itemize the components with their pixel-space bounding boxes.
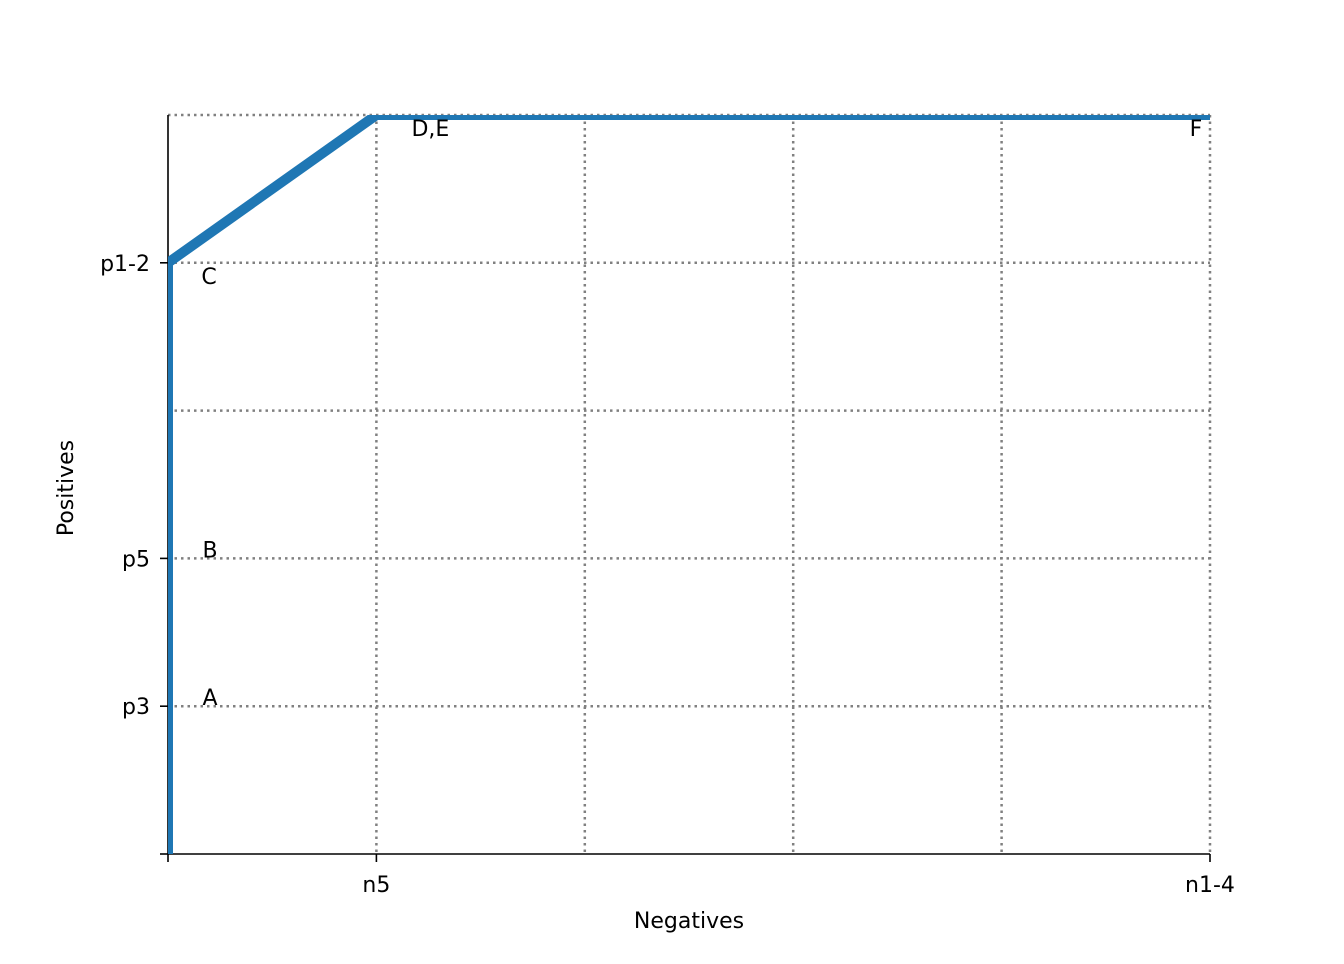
point bbox=[1205, 115, 1210, 120]
y-tick-label: p1-2 bbox=[100, 252, 150, 277]
point bbox=[168, 257, 173, 268]
point-label: A bbox=[202, 686, 217, 711]
point-label: D,E bbox=[411, 117, 449, 142]
y-tick-label: p5 bbox=[122, 547, 150, 572]
point-label: C bbox=[201, 265, 216, 290]
x-tick-label: n1-4 bbox=[1185, 873, 1235, 898]
plot-area bbox=[168, 115, 1210, 854]
point-label: F bbox=[1190, 117, 1203, 142]
y-tick-label: p3 bbox=[122, 695, 150, 720]
y-axis-label: Positives bbox=[54, 440, 79, 536]
x-axis-label: Negatives bbox=[634, 909, 744, 934]
point bbox=[371, 115, 382, 120]
x-tick-label: n5 bbox=[362, 873, 390, 898]
point bbox=[168, 553, 173, 564]
point bbox=[168, 849, 173, 854]
point-label: B bbox=[202, 538, 217, 563]
point bbox=[168, 701, 173, 712]
